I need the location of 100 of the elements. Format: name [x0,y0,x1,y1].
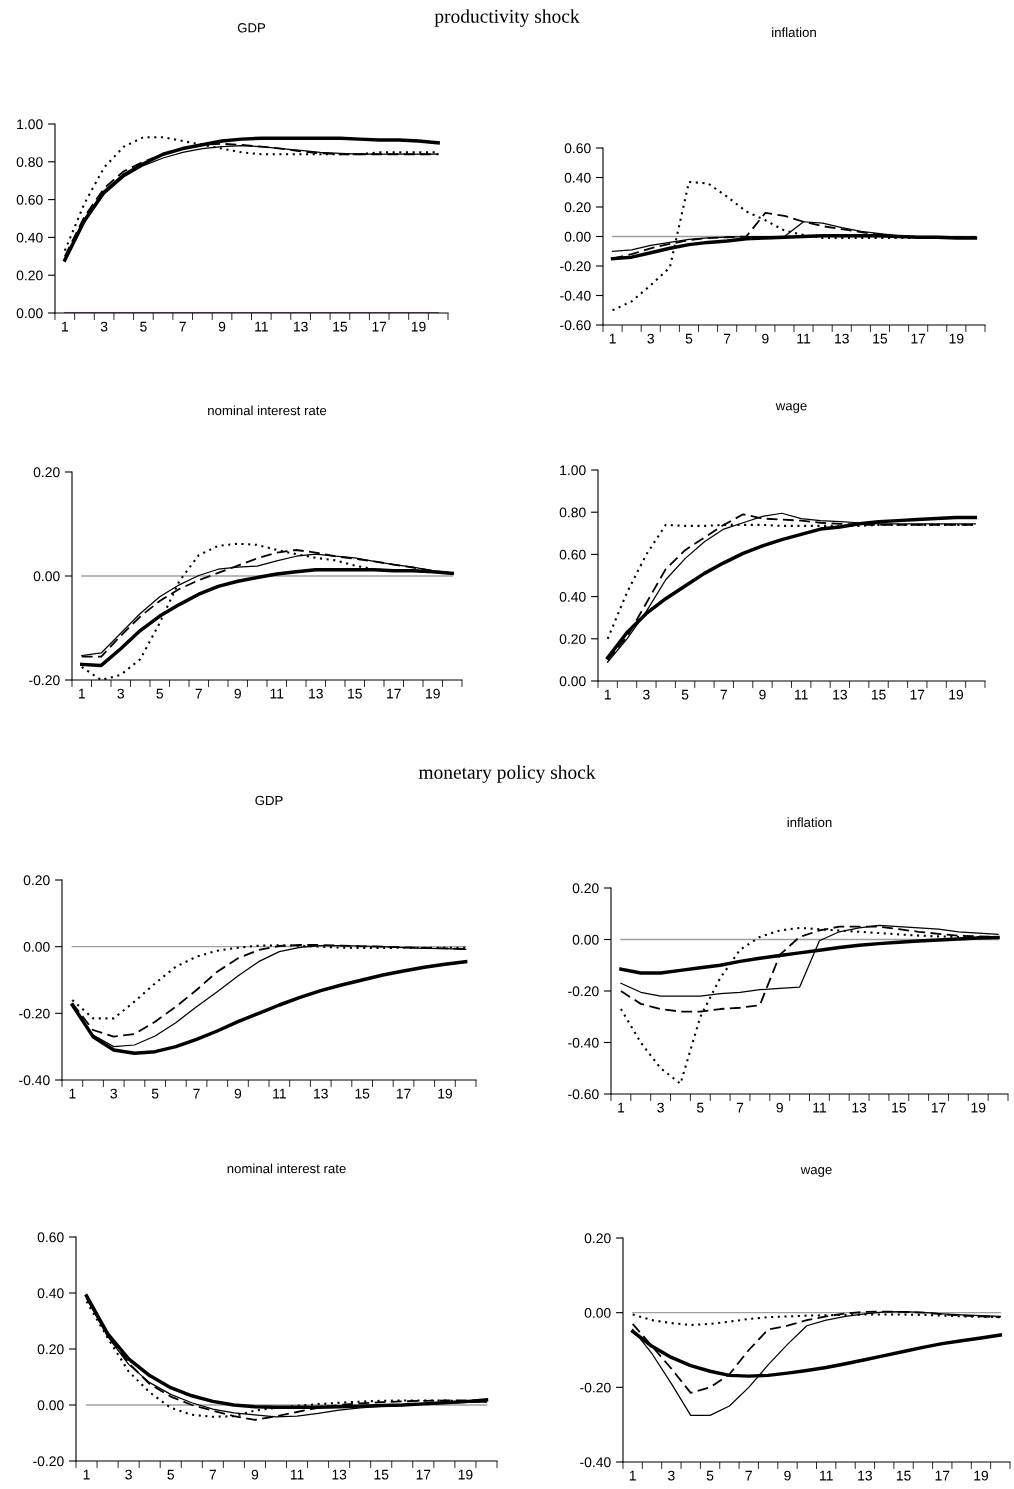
y-tick-label: -0.20 [568,986,599,997]
x-tick-label: 11 [273,1088,286,1099]
x-tick-label: 1 [78,688,85,699]
x-tick-label: 11 [270,688,284,699]
chart-title: inflation [787,817,832,828]
x-tick-label: 7 [179,321,186,332]
x-tick-label: 7 [720,689,727,700]
y-tick-label: 0.40 [37,1288,64,1299]
y-tick-label: 0.20 [572,883,599,894]
x-tick-label: 3 [110,1088,117,1099]
x-tick-label: 17 [396,1088,411,1099]
chart-title: inflation [772,27,816,38]
x-tick-label: 3 [125,1469,132,1480]
y-tick-label: 0.20 [16,270,43,281]
x-tick-label: 1 [62,321,69,332]
x-tick-label: 15 [873,333,888,344]
x-tick-label: 15 [871,689,886,700]
x-tick-label: 11 [795,689,808,700]
x-tick-label: 17 [931,1102,946,1113]
y-tick-label: -0.20 [580,1382,611,1393]
x-tick-label: 5 [681,689,689,700]
y-tick-label: 0.20 [559,634,586,644]
x-tick-label: 9 [218,321,226,332]
x-tick-label: 15 [896,1470,911,1481]
x-tick-label: 13 [835,333,849,344]
chart-title: nominal interest rate [208,405,327,416]
x-tick-label: 1 [83,1469,90,1480]
x-tick-label: 7 [736,1102,744,1113]
x-tick-label: 7 [209,1469,216,1480]
chart-title: wage [775,403,807,414]
x-tick-label: 17 [911,333,926,344]
y-tick-label: -0.40 [19,1075,50,1086]
x-tick-label: 3 [117,688,124,699]
y-tick-label: 0.40 [559,591,586,602]
x-tick-label: 3 [643,689,650,700]
y-tick-label: -0.20 [33,1456,64,1467]
x-tick-label: 9 [776,1102,783,1113]
x-tick-label: 11 [290,1469,304,1480]
y-tick-label: -0.60 [560,320,591,331]
y-tick-label: 0.00 [23,942,50,952]
x-tick-label: 19 [458,1469,473,1480]
y-tick-label: 0.00 [572,934,599,945]
x-tick-label: 11 [255,321,268,332]
x-tick-label: 9 [759,689,766,700]
y-tick-label: -0.20 [19,1008,50,1019]
text: productivity shock [434,9,580,27]
y-tick-label: 0.60 [564,143,591,154]
x-tick-label: 3 [657,1102,664,1113]
x-tick-label: 17 [910,689,925,700]
x-tick-label: 7 [745,1470,752,1481]
y-tick-label: 0.20 [564,202,591,213]
x-tick-label: 5 [706,1470,714,1481]
x-tick-label: 7 [195,688,202,699]
y-tick-label: 0.40 [564,172,591,183]
x-tick-label: 17 [935,1470,950,1481]
x-tick-label: 1 [604,689,611,700]
x-tick-label: 15 [374,1469,389,1480]
x-tick-label: 9 [251,1469,259,1480]
x-tick-label: 17 [416,1469,431,1480]
y-tick-label: 0.00 [37,1400,64,1411]
y-tick-label: 0.20 [37,1344,64,1355]
x-tick-label: 3 [100,321,108,332]
x-tick-label: 11 [820,1470,833,1481]
x-tick-label: 3 [668,1470,675,1481]
y-tick-label: 0.00 [584,1308,611,1318]
y-tick-label: 1.00 [560,465,586,476]
x-tick-label: 1 [609,333,616,344]
x-tick-label: 19 [949,333,964,344]
x-tick-label: 13 [314,1088,328,1099]
y-tick-label: 0.40 [16,232,43,243]
text: monetary policy shock [418,765,596,783]
x-tick-label: 13 [293,321,308,332]
y-tick-label: -0.60 [568,1089,599,1100]
y-tick-label: -0.20 [560,261,591,272]
x-tick-label: 3 [647,333,654,344]
y-tick-label: 0.20 [584,1233,611,1244]
x-tick-label: 19 [971,1102,986,1113]
y-tick-label: -0.40 [580,1457,611,1468]
x-tick-label: 19 [411,321,426,332]
x-tick-label: 1 [618,1102,625,1113]
y-tick-label: 0.00 [564,231,591,242]
x-tick-label: 13 [852,1102,867,1113]
x-tick-label: 1 [629,1470,636,1481]
x-tick-label: 13 [309,688,323,699]
x-tick-label: 15 [348,688,362,699]
x-tick-label: 5 [140,321,147,332]
chart-title: GDP [255,795,283,806]
x-tick-label: 13 [858,1470,872,1481]
y-tick-label: 0.00 [33,571,60,582]
y-tick-label: 0.00 [16,308,43,319]
chart-title: GDP [237,23,266,33]
chart-title: nominal interest rate [227,1163,346,1174]
y-tick-label: 0.60 [37,1232,64,1243]
x-tick-label: 15 [355,1088,370,1099]
x-tick-label: 13 [332,1469,347,1480]
y-tick-label: 0.00 [559,676,586,687]
x-tick-label: 15 [333,321,348,332]
x-tick-label: 9 [784,1470,791,1481]
y-tick-label: 0.20 [33,467,60,478]
x-tick-label: 15 [892,1102,906,1113]
